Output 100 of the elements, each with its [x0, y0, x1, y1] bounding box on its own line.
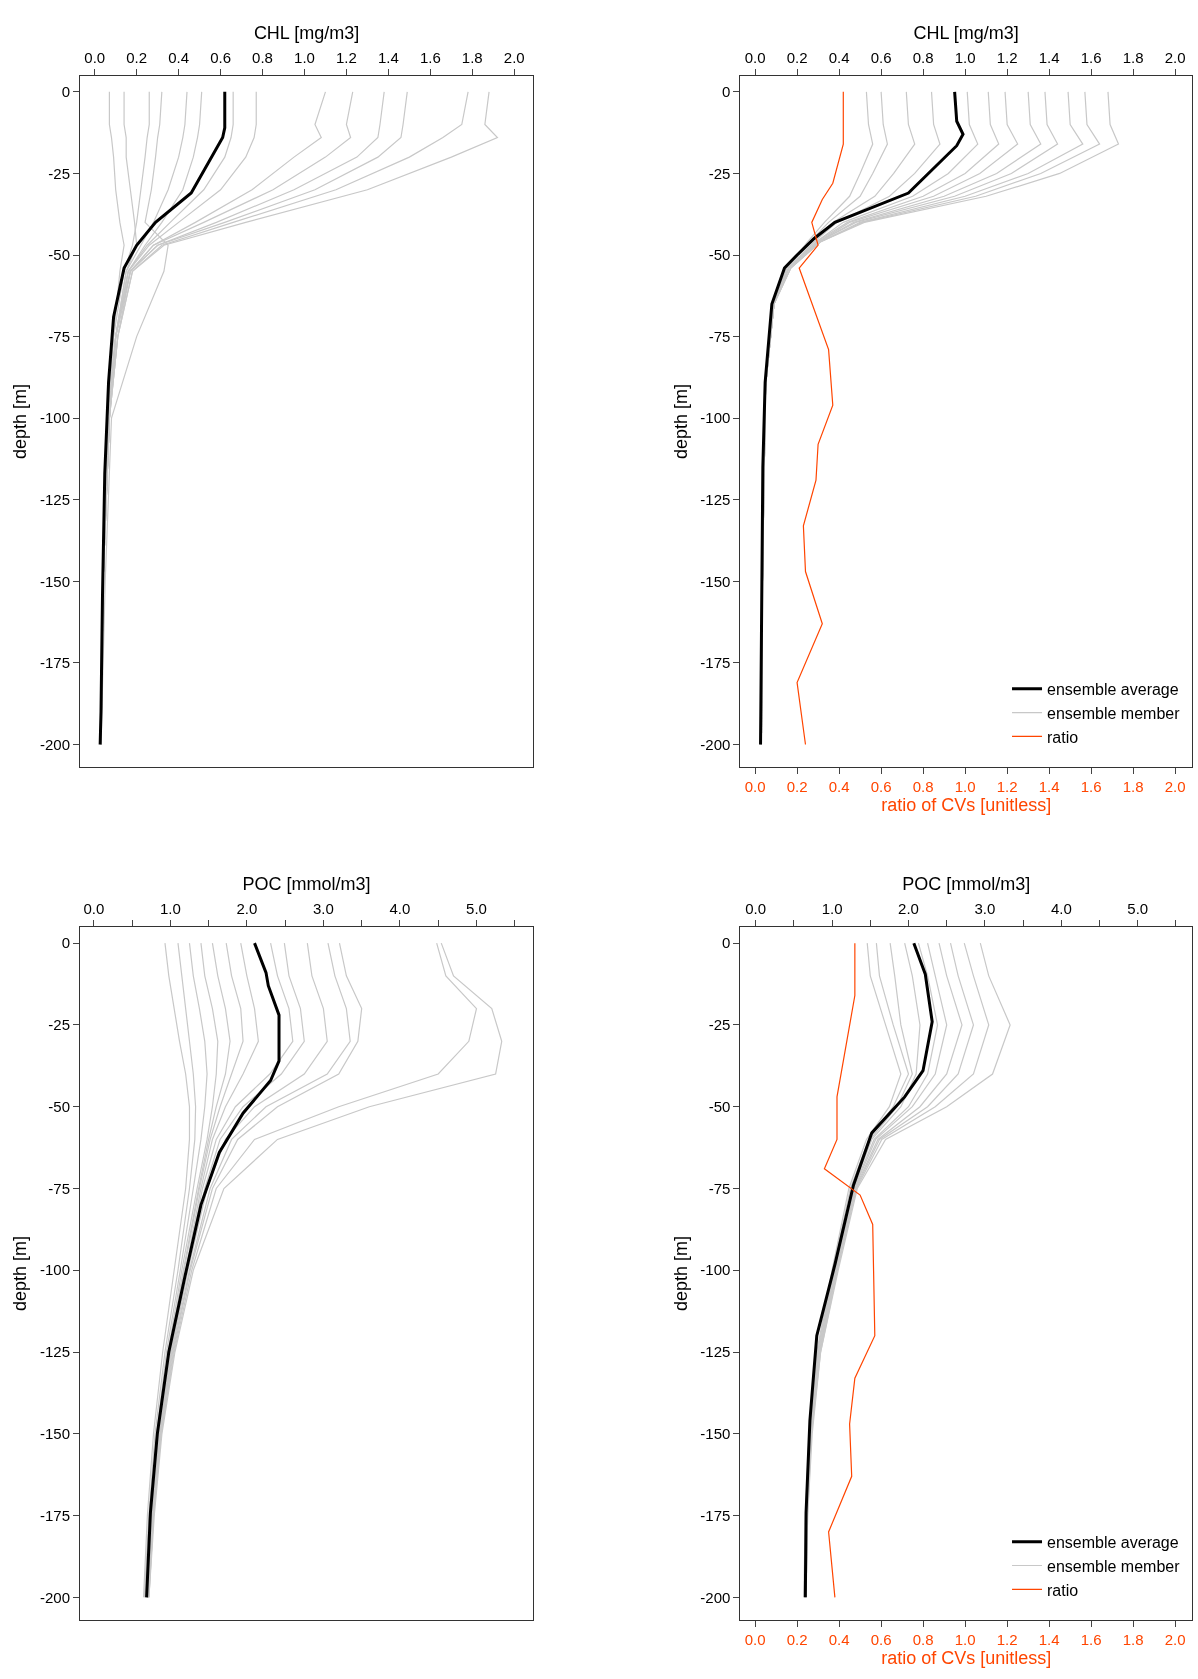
y-tick-label: -100 — [40, 409, 71, 427]
x2-tick-label: 1.2 — [996, 1631, 1018, 1649]
y-tick-label: -25 — [48, 164, 71, 182]
x-tick-label: 1.6 — [1080, 48, 1102, 66]
x-tick-label: 0.0 — [744, 48, 766, 66]
x-tick-label: 0.0 — [83, 899, 105, 917]
x-tick-label: 1.4 — [1038, 48, 1060, 66]
y-tick-label: -125 — [700, 490, 731, 508]
x2-tick-label: 1.8 — [1122, 778, 1144, 796]
y-tick-label: -125 — [40, 1343, 71, 1361]
y-tick-label: -50 — [708, 1097, 731, 1115]
y-tick-label: -75 — [48, 327, 71, 345]
x-axis-title: POC [mmol/m3] — [242, 874, 371, 895]
x2-tick-label: 2.0 — [1164, 1631, 1186, 1649]
y-tick-label: -150 — [700, 572, 731, 590]
x2-tick-label: 2.0 — [1164, 778, 1186, 796]
x-tick-label: 1.0 — [159, 899, 181, 917]
x2-tick-label: 1.6 — [1080, 1631, 1102, 1649]
x-tick-label: 0.0 — [84, 48, 106, 66]
x2-tick-label: 0.8 — [912, 778, 934, 796]
y-axis-title: depth [m] — [670, 383, 691, 459]
legend-label: ensemble average — [1047, 681, 1179, 699]
x2-axis-title: ratio of CVs [unitless] — [881, 1648, 1052, 1669]
y-tick-label: -100 — [700, 1261, 731, 1279]
y-tick-label: -175 — [700, 654, 731, 672]
x2-tick-label: 0.2 — [786, 1631, 808, 1649]
y-tick-label: -175 — [40, 654, 71, 672]
y-tick-label: -50 — [48, 246, 71, 264]
y-tick-label: -125 — [40, 490, 71, 508]
y-tick-label: -25 — [708, 164, 731, 182]
x-tick-label: 2.0 — [503, 48, 525, 66]
x2-tick-label: 1.0 — [954, 1631, 976, 1649]
y-tick-label: -200 — [700, 735, 731, 753]
y-tick-label: -150 — [40, 1425, 71, 1443]
y-tick-label: -50 — [48, 1097, 71, 1115]
x-tick-label: 2.0 — [1164, 48, 1186, 66]
x-tick-label: 0.6 — [210, 48, 231, 66]
y-tick-label: -200 — [40, 1588, 71, 1606]
y-axis-title: depth [m] — [10, 1236, 31, 1312]
y-tick-label: -150 — [40, 572, 71, 590]
x2-tick-label: 1.4 — [1038, 1631, 1060, 1649]
y-tick-label: 0 — [722, 934, 731, 952]
y-tick-label: -25 — [48, 1016, 71, 1034]
x-axis-title: CHL [mg/m3] — [913, 22, 1019, 43]
y-tick-label: -125 — [700, 1343, 731, 1361]
x-tick-label: 0.6 — [870, 48, 892, 66]
x2-tick-label: 0.4 — [828, 1631, 850, 1649]
x2-tick-label: 1.2 — [996, 778, 1018, 796]
x-tick-label: 1.0 — [954, 48, 976, 66]
x2-tick-label: 0.8 — [912, 1631, 934, 1649]
x-tick-label: 0.2 — [786, 48, 808, 66]
x-tick-label: 1.6 — [419, 48, 441, 66]
y-tick-label: -50 — [708, 246, 731, 264]
x-tick-label: 1.2 — [996, 48, 1018, 66]
x-tick-label: 2.0 — [898, 899, 919, 917]
x-tick-label: 0.0 — [745, 899, 767, 917]
x-tick-label: 3.0 — [974, 899, 996, 917]
x2-tick-label: 1.4 — [1038, 778, 1060, 796]
y-tick-label: -100 — [700, 409, 731, 427]
x2-tick-label: 0.6 — [870, 778, 892, 796]
legend-label: ensemble member — [1047, 704, 1181, 722]
y-tick-label: -150 — [700, 1425, 731, 1443]
x-tick-label: 5.0 — [466, 899, 487, 917]
x-tick-label: 0.4 — [168, 48, 190, 66]
x-tick-label: 4.0 — [389, 899, 411, 917]
x-tick-label: 1.0 — [294, 48, 315, 66]
y-tick-label: -200 — [700, 1588, 731, 1606]
y-tick-label: 0 — [61, 934, 71, 952]
x-tick-label: 3.0 — [312, 899, 334, 917]
x2-tick-label: 0.0 — [744, 1631, 766, 1649]
x2-tick-label: 1.6 — [1080, 778, 1102, 796]
x-tick-label: 0.2 — [126, 48, 148, 66]
x-axis-title: POC [mmol/m3] — [902, 874, 1031, 895]
x-tick-label: 0.8 — [912, 48, 934, 66]
x-tick-label: 1.4 — [377, 48, 399, 66]
legend-label: ratio — [1047, 728, 1079, 746]
x2-tick-label: 0.0 — [744, 778, 766, 796]
y-tick-label: -75 — [708, 1179, 731, 1197]
x2-tick-label: 0.6 — [870, 1631, 892, 1649]
x-tick-label: 4.0 — [1050, 899, 1072, 917]
x-tick-label: 2.0 — [236, 899, 258, 917]
y-tick-label: -75 — [708, 327, 731, 345]
legend-label: ratio — [1047, 1581, 1079, 1599]
y-tick-label: -175 — [700, 1506, 731, 1524]
x2-tick-label: 1.8 — [1122, 1631, 1144, 1649]
x-tick-label: 1.8 — [461, 48, 483, 66]
y-axis-title: depth [m] — [10, 383, 31, 459]
legend-label: ensemble average — [1047, 1533, 1179, 1551]
x-tick-label: 5.0 — [1127, 899, 1149, 917]
y-tick-label: 0 — [722, 83, 731, 101]
y-tick-label: -25 — [708, 1016, 731, 1034]
x2-axis-title: ratio of CVs [unitless] — [881, 795, 1052, 816]
x-tick-label: 0.4 — [828, 48, 850, 66]
y-tick-label: -175 — [40, 1506, 71, 1524]
y-tick-label: -100 — [40, 1261, 71, 1279]
x-axis-title: CHL [mg/m3] — [253, 22, 360, 43]
legend-label: ensemble member — [1047, 1557, 1181, 1575]
x-tick-label: 0.8 — [252, 48, 273, 66]
x2-tick-label: 0.4 — [828, 778, 850, 796]
y-tick-label: -75 — [48, 1179, 71, 1197]
